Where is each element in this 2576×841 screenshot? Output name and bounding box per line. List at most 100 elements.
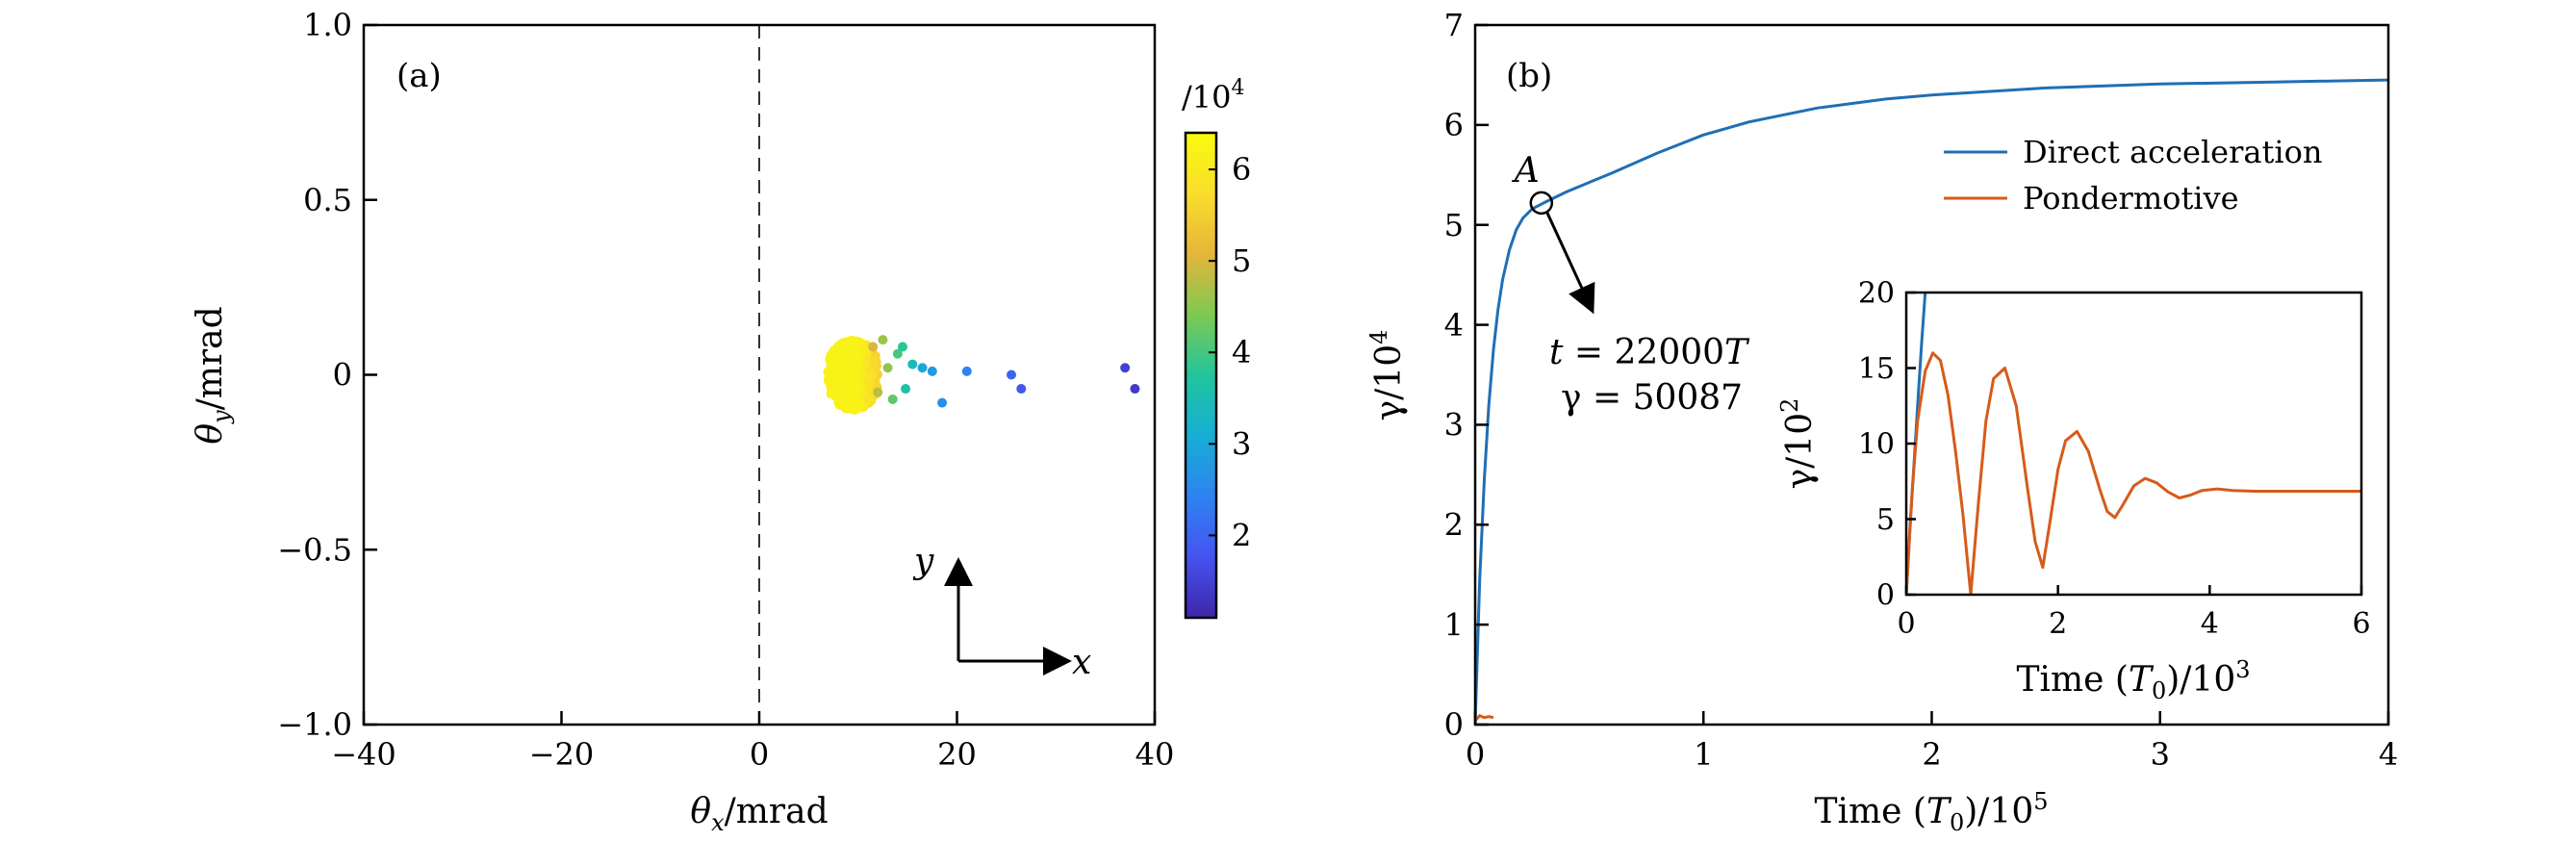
point-a-marker — [1529, 191, 1554, 216]
panel-b-y-tick-label: 0 — [1444, 706, 1464, 743]
colorbar-ticks: 2 3 4 5 6 — [1209, 151, 1251, 553]
glyph-x-label: x — [1072, 643, 1091, 682]
panel-a-y-axis-label: θy/mrad — [191, 306, 235, 444]
panel-a-label: (a) — [396, 57, 442, 95]
scatter-point — [830, 391, 841, 401]
panel-a-frame — [362, 23, 1157, 726]
inset-x-tick-label: 4 — [2201, 607, 2219, 641]
scatter-point — [844, 344, 854, 354]
panel-b-y-tick-label: 3 — [1444, 407, 1464, 444]
colorbar-label: /104 — [1182, 76, 1245, 115]
inset-series-pondermotive — [1906, 351, 2361, 595]
inset-chart: 0 2 4 6 0 5 10 15 20 Time (T0)/103 γ/102 — [1776, 277, 2371, 705]
inset-y-tick-label: 10 — [1858, 428, 1895, 462]
scatter-point — [927, 366, 937, 376]
scatter-point — [850, 367, 860, 377]
scatter-point — [849, 353, 859, 364]
panel-a-x-tick-label: 40 — [1135, 736, 1175, 773]
scatter-point — [837, 383, 848, 394]
scatter-point — [882, 363, 893, 373]
scatter-point — [1016, 384, 1027, 395]
scatter-point — [863, 393, 874, 403]
scatter-point — [1120, 363, 1131, 373]
scatter-point — [843, 373, 854, 384]
scatter-point — [837, 338, 848, 348]
panel-b-y-tick-label: 2 — [1444, 506, 1464, 543]
legend: Direct acceleration Pondermotive — [1944, 134, 2322, 217]
glyph-y-label: y — [912, 542, 934, 581]
panel-a-x-axis-label: θx/mrad — [690, 792, 828, 836]
inset-x-tick-label: 6 — [2352, 607, 2370, 641]
scatter-point — [864, 378, 875, 389]
scatter-point — [873, 387, 883, 397]
scatter-point — [828, 348, 838, 359]
scatter-point — [829, 378, 840, 389]
colorbar-gradient — [1184, 131, 1218, 620]
coordinate-axes-glyph: y x — [912, 542, 1091, 682]
scatter-point — [856, 339, 867, 349]
scatter-point — [849, 381, 859, 392]
colorbar-tick-label: 6 — [1232, 151, 1251, 188]
scatter-point — [887, 394, 898, 404]
colorbar-tick-label: 5 — [1232, 242, 1251, 279]
scatter-point — [868, 357, 879, 368]
annotation-time-text: t = 22000T — [1549, 333, 1750, 372]
panel-b-x-tick-label: 2 — [1922, 736, 1941, 773]
scatter-point — [878, 335, 888, 345]
scatter-point — [1130, 384, 1140, 395]
scatter-point — [937, 397, 948, 408]
annotation-arrow — [1545, 212, 1595, 315]
inset-background — [1906, 293, 2361, 595]
panel-a-x-tick-label: −40 — [331, 736, 396, 773]
scatter-point — [907, 359, 918, 370]
scatter-point — [897, 342, 907, 352]
panel-b-x-tick-label: 1 — [1694, 736, 1713, 773]
panel-b-line-chart: 0 1 2 3 4 0 1 2 3 4 5 6 7 (b) Time (T0)/105 γ/104 A… — [1365, 7, 2398, 836]
panel-a-x-tick-label: 20 — [937, 736, 977, 773]
panel-b-x-tick-label: 0 — [1466, 736, 1485, 773]
panel-b-y-axis-label: γ/104 — [1365, 330, 1409, 421]
panel-a-y-tick-label: 0 — [333, 357, 352, 394]
panel-b-x-tick-label: 4 — [2379, 736, 2398, 773]
panel-b-series — [1475, 78, 2388, 725]
panel-a-y-tick-label: 0.5 — [303, 182, 352, 218]
scatter-points — [823, 335, 1140, 415]
annotation-gamma-text: γ = 50087 — [1561, 378, 1743, 418]
series-direct-acceleration — [1475, 78, 2388, 725]
scatter-point — [850, 404, 860, 415]
colorbar: 2 3 4 5 6 /104 — [1182, 76, 1251, 620]
scatter-point — [892, 348, 903, 359]
inset-x-tick-label: 2 — [2049, 607, 2067, 641]
panel-b-y-tick-label: 7 — [1444, 7, 1464, 43]
inset-y-ticks: 0 5 10 15 20 — [1858, 277, 1916, 613]
panel-b-y-tick-label: 6 — [1444, 107, 1464, 143]
scatter-point — [1007, 370, 1017, 380]
panel-b-x-ticks: 0 1 2 3 4 — [1466, 711, 2398, 773]
scatter-point — [917, 363, 928, 373]
panel-b-y-ticks: 0 1 2 3 4 5 6 7 — [1444, 7, 1489, 743]
point-a-label: A — [1512, 151, 1540, 191]
series-pondermotive — [1475, 714, 1494, 722]
panel-a-y-tick-label: −1.0 — [277, 706, 352, 743]
inset-y-tick-label: 0 — [1876, 579, 1895, 613]
scatter-point — [901, 384, 911, 395]
inset-y-tick-label: 15 — [1858, 352, 1895, 386]
panel-b-y-tick-label: 5 — [1444, 207, 1464, 243]
panel-b-x-tick-label: 3 — [2151, 736, 2170, 773]
inset-x-ticks: 0 2 4 6 — [1897, 585, 2371, 641]
legend-label-pondermotive: Pondermotive — [2023, 180, 2239, 217]
inset-x-tick-label: 0 — [1897, 607, 1915, 641]
inset-y-tick-label: 5 — [1876, 503, 1895, 537]
scatter-point — [961, 366, 972, 376]
panel-b-label: (b) — [1506, 57, 1552, 95]
panel-b-y-tick-label: 1 — [1444, 606, 1464, 643]
panel-b-x-axis-label: Time (T0)/105 — [1814, 788, 2048, 836]
inset-y-tick-label: 20 — [1858, 277, 1895, 311]
panel-a-x-tick-label: −20 — [529, 736, 595, 773]
scatter-point — [834, 363, 845, 373]
inset-series — [1906, 293, 2361, 595]
panel-a-x-ticks: −40 −20 0 20 40 — [331, 711, 1174, 773]
inset-y-axis-label: γ/102 — [1776, 398, 1820, 490]
panel-a-y-tick-label: −0.5 — [277, 531, 352, 568]
